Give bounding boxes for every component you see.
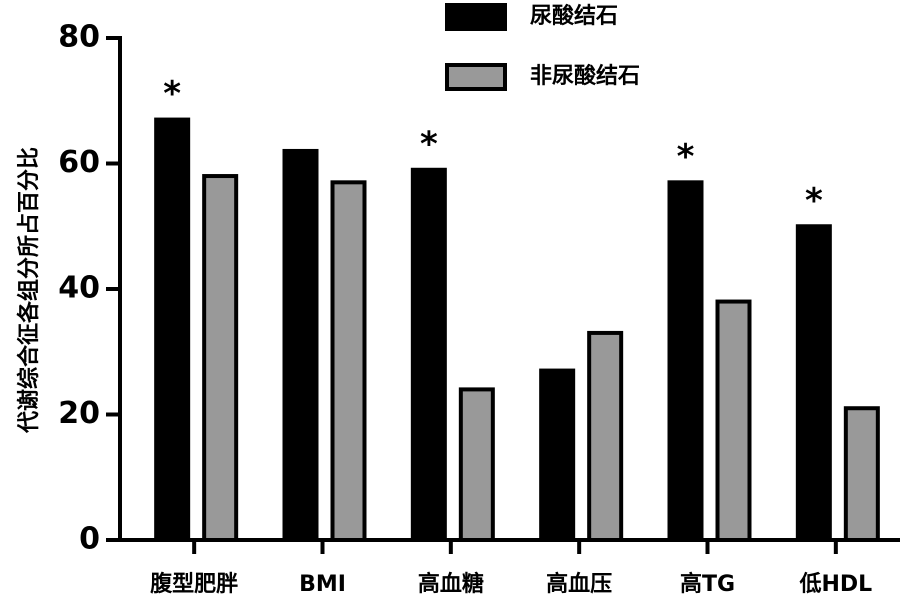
bar — [667, 180, 704, 542]
y-tick-label: 80 — [58, 20, 100, 55]
legend-swatch — [445, 3, 507, 31]
legend-label: 尿酸结石 — [530, 3, 618, 29]
bar — [843, 406, 880, 542]
bar — [410, 167, 447, 542]
x-tick-label: BMI — [299, 572, 346, 597]
y-tick-label: 20 — [58, 396, 100, 431]
bar — [154, 117, 191, 542]
x-tick-label: 高血糖 — [418, 571, 484, 597]
y-tick-label: 60 — [58, 145, 100, 180]
bar — [330, 180, 367, 542]
bar — [282, 148, 319, 542]
significance-mark: * — [805, 181, 823, 221]
x-tick-label: 高血压 — [546, 571, 612, 597]
bar — [458, 387, 495, 542]
x-tick-label: 低HDL — [798, 572, 872, 597]
bar — [715, 299, 752, 542]
y-tick-label: 0 — [79, 522, 100, 557]
bar — [202, 174, 239, 543]
significance-mark: * — [163, 74, 181, 114]
significance-mark: * — [420, 124, 438, 164]
legend-label: 非尿酸结石 — [530, 63, 640, 89]
legend-swatch — [445, 63, 507, 91]
bar — [795, 224, 832, 542]
y-tick-label: 40 — [58, 271, 100, 306]
bar — [539, 368, 576, 543]
significance-mark: * — [677, 137, 695, 177]
x-tick-label: 腹型肥胖 — [150, 571, 238, 597]
x-tick-label: 高TG — [680, 571, 735, 597]
y-axis-label: 代谢综合征各组分所占百分比 — [16, 147, 42, 434]
bar — [587, 330, 624, 542]
